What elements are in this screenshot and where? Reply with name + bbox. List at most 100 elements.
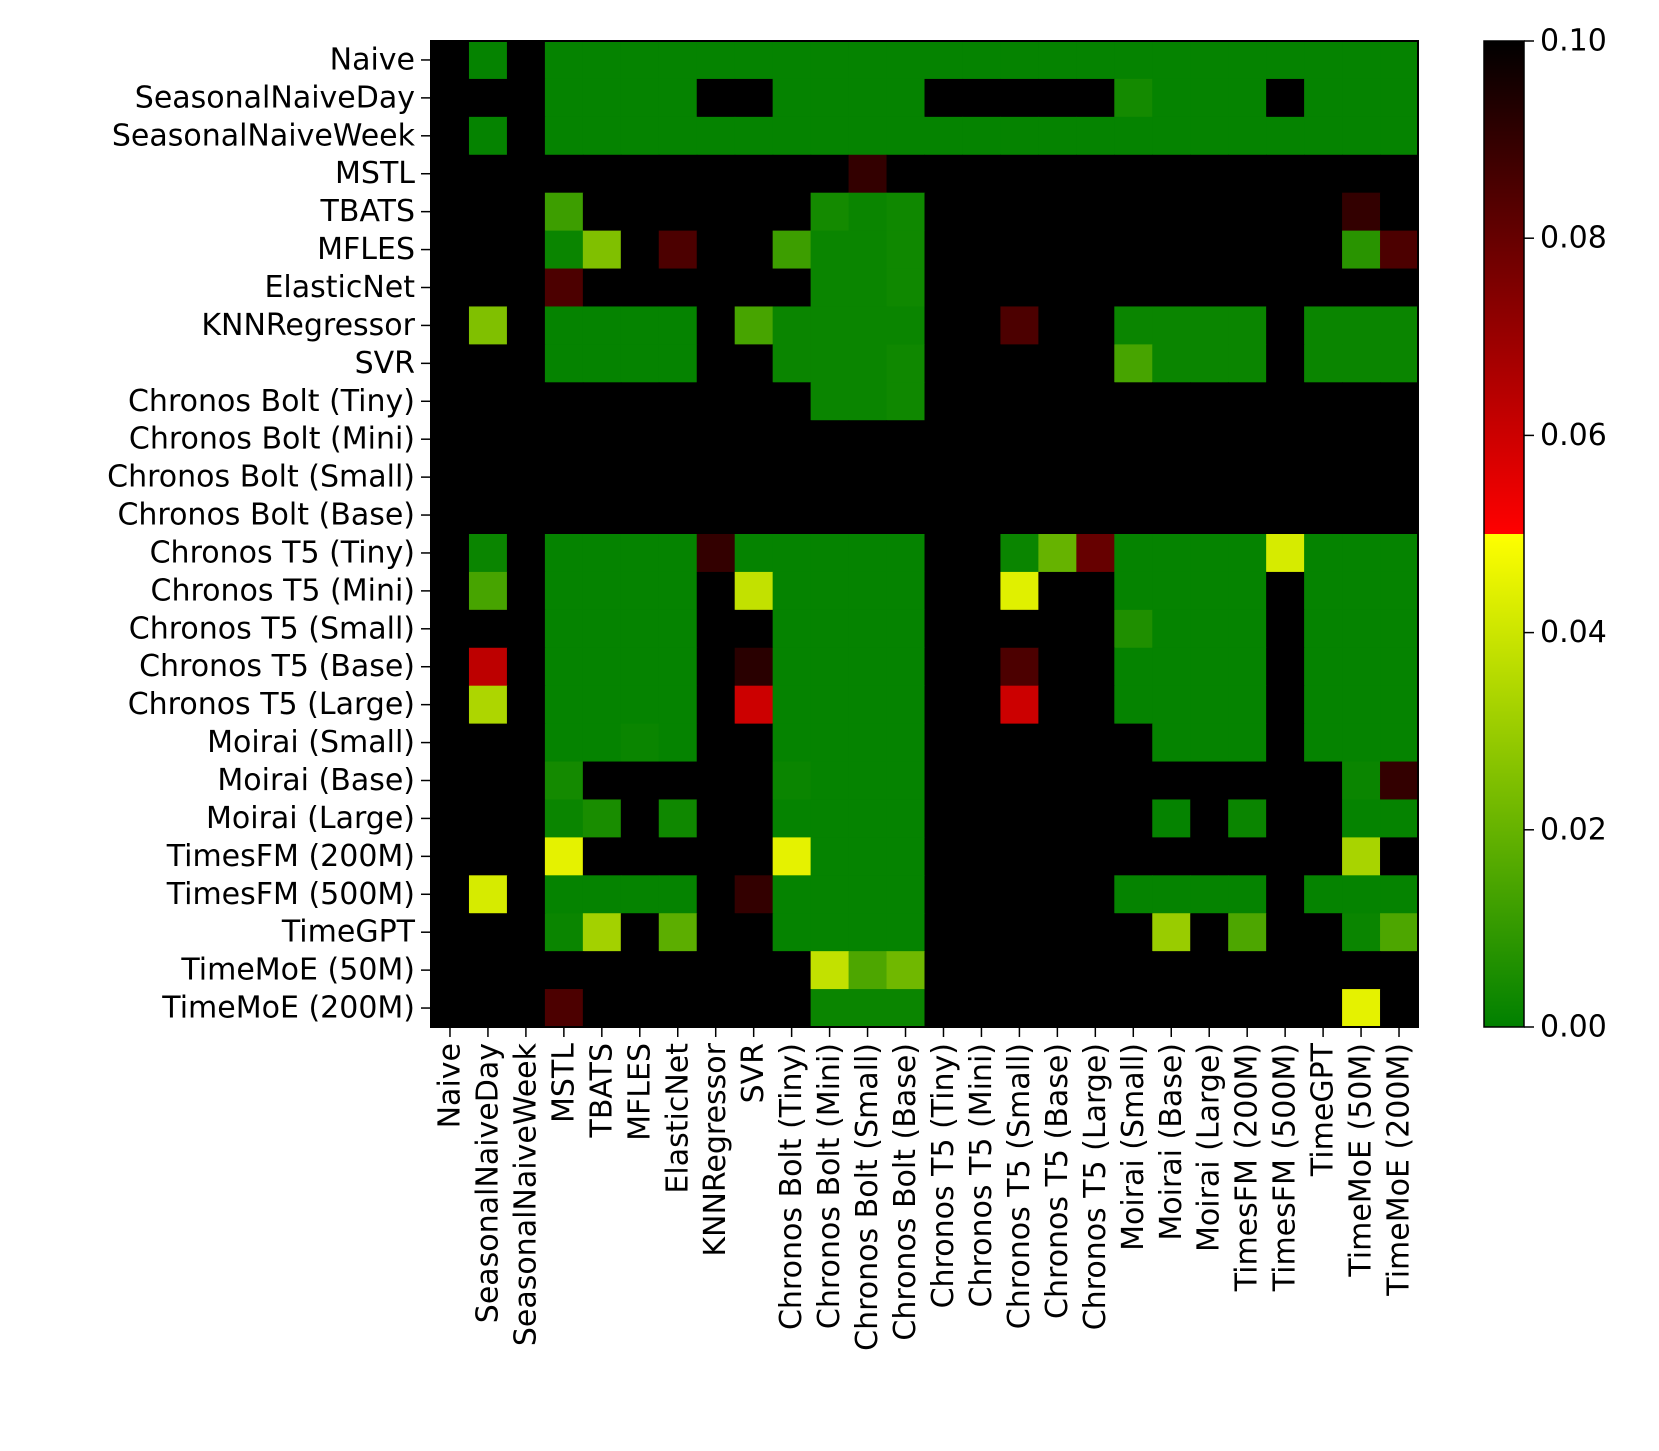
heatmap-cell <box>1190 344 1229 383</box>
heatmap-cell <box>848 41 888 80</box>
heatmap-cell <box>1038 116 1077 156</box>
heatmap-cell <box>1304 41 1343 80</box>
heatmap-cell <box>772 78 812 118</box>
heatmap-cell <box>962 837 1002 876</box>
heatmap-cell <box>734 458 774 497</box>
heatmap-cell <box>1342 344 1381 383</box>
heatmap-cell <box>848 913 888 952</box>
heatmap-cell <box>582 799 622 838</box>
heatmap-cell <box>1114 116 1153 156</box>
heatmap-cell <box>506 192 546 232</box>
heatmap-cell <box>1342 268 1381 308</box>
heatmap-cell <box>962 458 1002 497</box>
diagonal-marker: × <box>1081 686 1110 726</box>
heatmap-cell <box>962 116 1002 156</box>
heatmap-cell <box>1152 723 1191 763</box>
heatmap-cell <box>1000 230 1039 270</box>
heatmap-cell <box>468 420 508 459</box>
diagonal-marker: × <box>1233 837 1262 877</box>
heatmap-cell <box>1000 837 1039 876</box>
heatmap-cell <box>431 458 470 497</box>
heatmap-cell <box>1114 78 1153 118</box>
heatmap-cell <box>924 571 964 611</box>
heatmap-cell <box>962 78 1002 118</box>
heatmap-cell <box>506 41 546 80</box>
heatmap-cell <box>1342 154 1381 194</box>
heatmap-cell <box>1342 78 1381 118</box>
heatmap-cell <box>582 837 622 876</box>
diagonal-markers: ×××××××××××××××××××××××××× <box>436 41 1414 1029</box>
heatmap-cell <box>772 913 812 952</box>
heatmap-cell-diagonal <box>772 382 812 421</box>
heatmap-cell <box>468 913 508 952</box>
heatmap-cell <box>1038 496 1077 535</box>
heatmap-cell <box>848 154 888 194</box>
heatmap-cell <box>1038 41 1077 80</box>
heatmap-cell <box>1304 534 1343 573</box>
heatmap-cell <box>506 761 546 801</box>
heatmap-cell <box>544 458 584 497</box>
heatmap-cell <box>431 571 470 611</box>
heatmap-cell <box>848 723 888 763</box>
heatmap-cell <box>924 41 964 80</box>
heatmap-cell <box>886 951 926 990</box>
heatmap-cell <box>1304 609 1343 649</box>
heatmap-cell <box>1266 382 1305 421</box>
heatmap-cell <box>1266 837 1305 876</box>
heatmap-cell <box>658 761 698 801</box>
diagonal-marker: × <box>1271 875 1300 915</box>
heatmap-cell <box>962 230 1002 270</box>
x-tick-label: MSTL <box>546 1043 581 1123</box>
heatmap-cell <box>1076 192 1115 232</box>
heatmap-cell <box>1114 382 1153 421</box>
heatmap-cell <box>1304 951 1343 990</box>
heatmap-cell <box>1190 382 1229 421</box>
heatmap-cell <box>1114 799 1153 838</box>
diagonal-marker: × <box>626 231 655 271</box>
heatmap-cell <box>848 230 888 270</box>
heatmap-cell <box>1000 268 1039 308</box>
heatmap-cell <box>772 496 812 535</box>
heatmap-cell <box>886 534 926 573</box>
heatmap-cell <box>1228 268 1267 308</box>
heatmap-cell <box>772 989 812 1028</box>
heatmap-cell <box>1190 609 1229 649</box>
heatmap-cell <box>1114 420 1153 459</box>
heatmap-cell <box>1380 78 1419 118</box>
heatmap-cell <box>1380 192 1419 232</box>
heatmap-cell <box>1266 268 1305 308</box>
heatmap-cell <box>810 761 850 801</box>
heatmap-cell <box>468 41 508 80</box>
heatmap-cell <box>544 799 584 838</box>
heatmap-cell <box>696 837 736 876</box>
heatmap-cell <box>810 837 850 876</box>
diagonal-marker: × <box>1119 724 1148 764</box>
heatmap-cell <box>544 116 584 156</box>
diagonal-marker: × <box>1309 913 1338 953</box>
heatmap-cell <box>468 761 508 801</box>
heatmap-cell <box>1000 458 1039 497</box>
heatmap-cell-diagonal <box>1152 761 1191 801</box>
heatmap-cell <box>544 723 584 763</box>
heatmap-cell <box>1266 647 1305 687</box>
heatmap-cell <box>620 989 660 1028</box>
heatmap-cell <box>810 723 850 763</box>
heatmap-cell-diagonal <box>1228 837 1267 876</box>
heatmap-cell <box>886 41 926 80</box>
heatmap-cell <box>468 192 508 232</box>
heatmap-cell <box>810 458 850 497</box>
heatmap-cell <box>696 647 736 687</box>
heatmap-cell <box>468 116 508 156</box>
heatmap-cell <box>696 154 736 194</box>
heatmap-cell <box>620 41 660 80</box>
heatmap-cell <box>734 913 774 952</box>
heatmap-cell <box>658 306 698 345</box>
heatmap-cell <box>658 723 698 763</box>
heatmap-cell <box>1152 268 1191 308</box>
heatmap-cell <box>1076 230 1115 270</box>
heatmap-cell <box>544 761 584 801</box>
heatmap-cell <box>658 989 698 1028</box>
heatmap-cell <box>962 799 1002 838</box>
x-tick-label: SeasonalNaiveDay <box>470 1043 505 1323</box>
